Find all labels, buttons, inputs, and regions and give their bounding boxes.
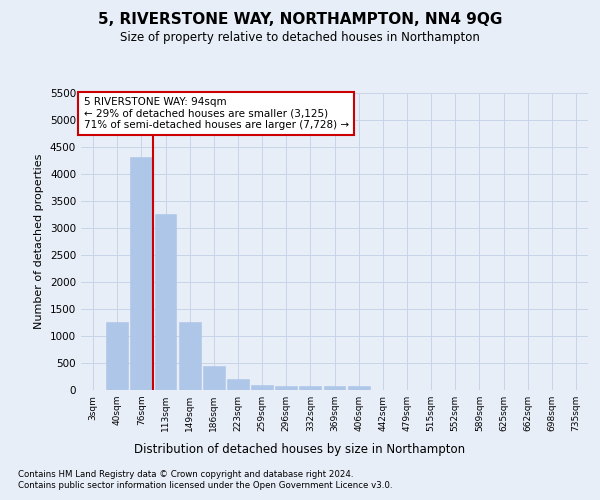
Bar bbox=[275, 386, 297, 390]
Bar bbox=[323, 386, 346, 390]
Bar bbox=[251, 384, 273, 390]
Bar bbox=[227, 379, 249, 390]
Text: 5, RIVERSTONE WAY, NORTHAMPTON, NN4 9QG: 5, RIVERSTONE WAY, NORTHAMPTON, NN4 9QG bbox=[98, 12, 502, 28]
Y-axis label: Number of detached properties: Number of detached properties bbox=[34, 154, 44, 329]
Bar bbox=[130, 158, 152, 390]
Text: Distribution of detached houses by size in Northampton: Distribution of detached houses by size … bbox=[134, 442, 466, 456]
Bar bbox=[203, 366, 224, 390]
Text: Size of property relative to detached houses in Northampton: Size of property relative to detached ho… bbox=[120, 31, 480, 44]
Bar bbox=[155, 214, 176, 390]
Text: Contains public sector information licensed under the Open Government Licence v3: Contains public sector information licen… bbox=[18, 481, 392, 490]
Text: Contains HM Land Registry data © Crown copyright and database right 2024.: Contains HM Land Registry data © Crown c… bbox=[18, 470, 353, 479]
Text: 5 RIVERSTONE WAY: 94sqm
← 29% of detached houses are smaller (3,125)
71% of semi: 5 RIVERSTONE WAY: 94sqm ← 29% of detache… bbox=[83, 97, 349, 130]
Bar bbox=[179, 322, 200, 390]
Bar bbox=[299, 386, 321, 390]
Bar bbox=[348, 386, 370, 390]
Bar bbox=[106, 322, 128, 390]
